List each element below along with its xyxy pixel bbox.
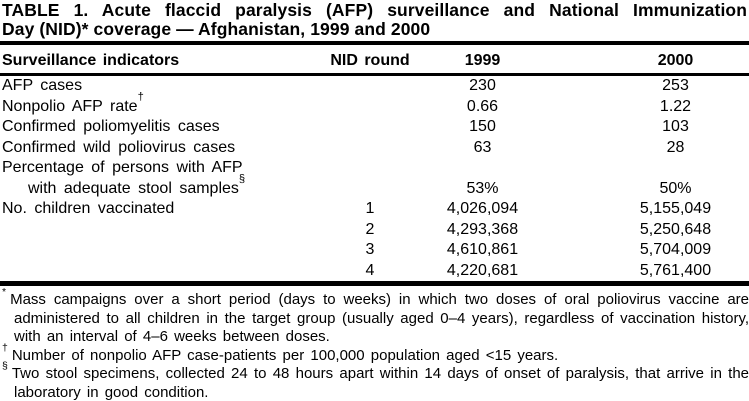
header-1999: 1999	[464, 52, 501, 69]
value-2000-cell: 50%	[659, 179, 692, 197]
value-2000-cell: 103	[662, 118, 689, 135]
value-1999-cell: 4,220,681	[446, 261, 519, 279]
indicator-cell: with adequate stool samples§	[0, 174, 325, 200]
value-1999-cell: 53%	[466, 179, 499, 197]
indicator-label: Confirmed poliomyelitis cases	[2, 118, 220, 135]
indicator-label: Nonpolio AFP rate	[2, 97, 138, 115]
value-2000-cell: 5,250,648	[639, 220, 712, 238]
indicator-label: Confirmed wild poliovirus cases	[2, 138, 236, 156]
header-surveillance-indicators: Surveillance indicators	[2, 52, 180, 69]
table-title-line2: Day (NID)* coverage — Afghanistan, 1999 …	[2, 19, 431, 39]
footnote-marker: †	[2, 341, 8, 354]
footnote-asterisk: * Mass campaigns over a short period (day…	[2, 287, 749, 347]
header-nid-round: NID round	[330, 52, 410, 69]
value-1999-cell: 63	[473, 138, 492, 156]
header-divider-rule	[0, 73, 749, 76]
value-1999-cell: 0.66	[466, 97, 499, 115]
footnote-marker: *	[2, 286, 7, 298]
table-bottom-rule	[0, 281, 749, 286]
table-row: Confirmed poliomyelitis cases 150 103	[0, 117, 749, 138]
value-1999-cell: 4,026,094	[446, 200, 519, 217]
table-row: 4 4,220,681 5,761,400	[0, 261, 749, 282]
nid-round-cell: 4	[365, 261, 375, 279]
table-row: 2 4,293,368 5,250,648	[0, 220, 749, 241]
table-row: AFP cases 230 253	[0, 76, 749, 97]
value-1999-cell: 150	[469, 118, 496, 135]
header-2000: 2000	[657, 52, 694, 69]
value-1999-cell: 230	[469, 77, 496, 94]
nid-round-cell: 3	[365, 241, 375, 258]
indicator-label: No. children vaccinated	[2, 200, 175, 217]
indicator-label: AFP cases	[2, 77, 83, 94]
table-header-row: Surveillance indicators NID round 1999 2…	[0, 45, 749, 73]
indicator-cell: Confirmed wild poliovirus cases	[0, 138, 325, 159]
table-row: Nonpolio AFP rate† 0.66 1.22	[0, 92, 749, 118]
footnote-text: Number of nonpolio AFP case-patients per…	[11, 346, 559, 364]
title-divider-rule	[0, 41, 749, 45]
table-title: TABLE 1. Acute flaccid paralysis (AFP) s…	[0, 0, 749, 39]
value-2000-cell: 253	[662, 77, 689, 94]
nid-round-cell: 2	[365, 220, 375, 238]
indicator-cell: Nonpolio AFP rate†	[0, 92, 325, 118]
footnote-marker: §	[238, 173, 246, 186]
nid-round-cell: 1	[365, 200, 375, 217]
footnote-dagger: † Number of nonpolio AFP case-patients pe…	[2, 342, 749, 366]
table-row: No. children vaccinated 1 4,026,094 5,15…	[0, 199, 749, 220]
footnote-marker: †	[137, 91, 144, 104]
indicator-cell: Percentage of persons with AFP	[0, 158, 325, 179]
indicator-cell: No. children vaccinated	[0, 199, 325, 220]
value-2000-cell: 28	[666, 138, 685, 156]
indicator-label: with adequate stool samples	[28, 179, 239, 197]
value-2000-cell: 1.22	[659, 97, 692, 115]
table-title-line1: TABLE 1. Acute flaccid paralysis (AFP) s…	[2, 0, 747, 20]
footnote-section-sign: § Two stool specimens, collected 24 to 48…	[2, 361, 749, 401]
footnote-text: Two stool specimens, collected 24 to 48 …	[11, 365, 749, 401]
value-2000-cell: 5,155,049	[639, 200, 712, 217]
table-row: with adequate stool samples§ 53% 50%	[0, 174, 749, 200]
value-1999-cell: 4,610,861	[446, 241, 519, 258]
indicator-cell: Confirmed poliomyelitis cases	[0, 117, 325, 138]
indicator-label: Percentage of persons with AFP	[2, 159, 243, 176]
table-row: Confirmed wild poliovirus cases 63 28	[0, 138, 749, 159]
footnote-text: Mass campaigns over a short period (days…	[10, 291, 749, 345]
value-2000-cell: 5,761,400	[639, 261, 712, 279]
value-2000-cell: 5,704,009	[639, 241, 712, 258]
table-body: AFP cases 230 253 Nonpolio AFP rate† 0.6…	[0, 76, 749, 281]
table-row: Percentage of persons with AFP	[0, 158, 749, 179]
value-1999-cell: 4,293,368	[446, 220, 519, 238]
footnotes-section: * Mass campaigns over a short period (day…	[0, 286, 749, 401]
footnote-marker: §	[2, 360, 8, 372]
table-row: 3 4,610,861 5,704,009	[0, 240, 749, 261]
indicator-cell: AFP cases	[0, 76, 325, 97]
